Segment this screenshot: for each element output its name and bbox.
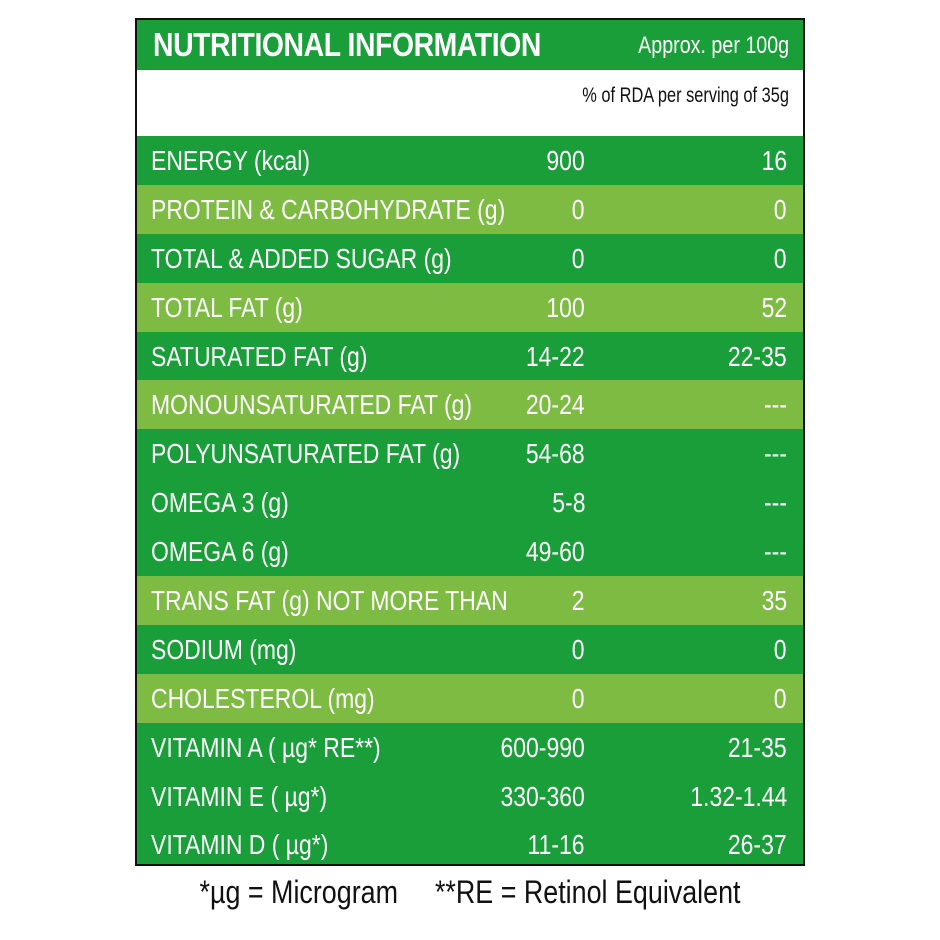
nutrient-label: VITAMIN E ( µg*) [151,780,328,812]
table-row: TOTAL FAT (g) 100 52 [137,282,803,332]
per-100g-value: 2 [572,585,585,617]
rda-value: 26-37 [728,829,787,861]
footnotes: *µg = Microgram **RE = Retinol Equivalent [0,874,940,911]
table-row: VITAMIN D ( µg*) 11-16 26-37 [137,820,803,864]
nutrient-label: TOTAL FAT (g) [151,291,303,323]
per-100g-value: 5-8 [551,487,585,519]
nutrient-label: VITAMIN D ( µg*) [151,829,329,861]
per-100g-value: 900 [546,145,585,176]
per-100g-value: 0 [572,633,585,665]
table-row: OMEGA 6 (g) 49-60 --- [137,527,803,577]
nutrient-label: PROTEIN & CARBOHYDRATE (g) [151,193,506,225]
rda-value: 1.32-1.44 [689,780,787,812]
rda-value: --- [764,389,787,421]
footnote-microgram: *µg = Microgram [199,874,398,910]
per-100g-value: 14-22 [526,340,585,372]
nutrition-panel: NUTRITIONAL INFORMATION Approx. per 100g… [135,18,805,866]
footnote-retinol: **RE = Retinol Equivalent [434,874,741,910]
table-row: CHOLESTEROL (mg) 0 0 [137,673,803,723]
rda-value: --- [764,487,787,519]
rda-value: 22-35 [728,340,787,372]
nutrient-label: CHOLESTEROL (mg) [151,682,375,714]
table-row: POLYUNSATURATED FAT (g) 54-68 --- [137,429,803,479]
table-row: SATURATED FAT (g) 14-22 22-35 [137,331,803,381]
per-100g-value: 49-60 [526,536,585,568]
per-100g-value: 330-360 [500,780,585,812]
per-100g-value: 600-990 [500,731,585,763]
per-100g-value: 54-68 [526,438,585,470]
rda-value: 16 [761,145,787,176]
per-100g-value: 20-24 [526,389,585,421]
rda-value: 0 [774,242,787,274]
rda-header-band [137,70,803,136]
nutrition-rows: ENERGY (kcal) 900 16 PROTEIN & CARBOHYDRATE… [137,136,803,864]
header-band: NUTRITIONAL INFORMATION Approx. per 100g [137,20,803,70]
nutrient-label: OMEGA 6 (g) [151,536,289,568]
per-100g-heading: Approx. per 100g [638,32,789,59]
rda-value: 52 [761,291,787,323]
per-100g-value: 100 [546,291,585,323]
rda-heading: % of RDA per serving of 35g [582,84,789,107]
table-row: ENERGY (kcal) 900 16 [137,136,803,185]
nutrient-label: TRANS FAT (g) NOT MORE THAN [151,585,508,617]
per-100g-value: 0 [572,242,585,274]
table-row: VITAMIN E ( µg*) 330-360 1.32-1.44 [137,771,803,821]
rda-value: --- [764,536,787,568]
table-row: OMEGA 3 (g) 5-8 --- [137,478,803,528]
rda-value: 0 [774,633,787,665]
table-row: SODIUM (mg) 0 0 [137,624,803,674]
rda-value: 35 [761,585,787,617]
nutrient-label: TOTAL & ADDED SUGAR (g) [151,242,452,274]
per-100g-value: 0 [572,193,585,225]
nutrient-label: SODIUM (mg) [151,633,297,665]
rda-value: 0 [774,682,787,714]
nutrient-label: OMEGA 3 (g) [151,487,289,519]
rda-value: 0 [774,193,787,225]
table-row: VITAMIN A ( µg* RE**) 600-990 21-35 [137,722,803,772]
table-row: MONOUNSATURATED FAT (g) 20-24 --- [137,380,803,430]
table-row: TOTAL & ADDED SUGAR (g) 0 0 [137,233,803,283]
nutrient-label: VITAMIN A ( µg* RE**) [151,731,381,763]
rda-value: --- [764,438,787,470]
nutrient-label: POLYUNSATURATED FAT (g) [151,438,461,470]
table-row: TRANS FAT (g) NOT MORE THAN 2 35 [137,576,803,625]
panel-title: NUTRITIONAL INFORMATION [153,26,541,63]
rda-value: 21-35 [728,731,787,763]
per-100g-value: 0 [572,682,585,714]
per-100g-value: 11-16 [527,829,585,861]
nutrient-label: ENERGY (kcal) [151,145,311,176]
table-row: PROTEIN & CARBOHYDRATE (g) 0 0 [137,184,803,234]
nutrient-label: SATURATED FAT (g) [151,340,368,372]
nutrient-label: MONOUNSATURATED FAT (g) [151,389,473,421]
